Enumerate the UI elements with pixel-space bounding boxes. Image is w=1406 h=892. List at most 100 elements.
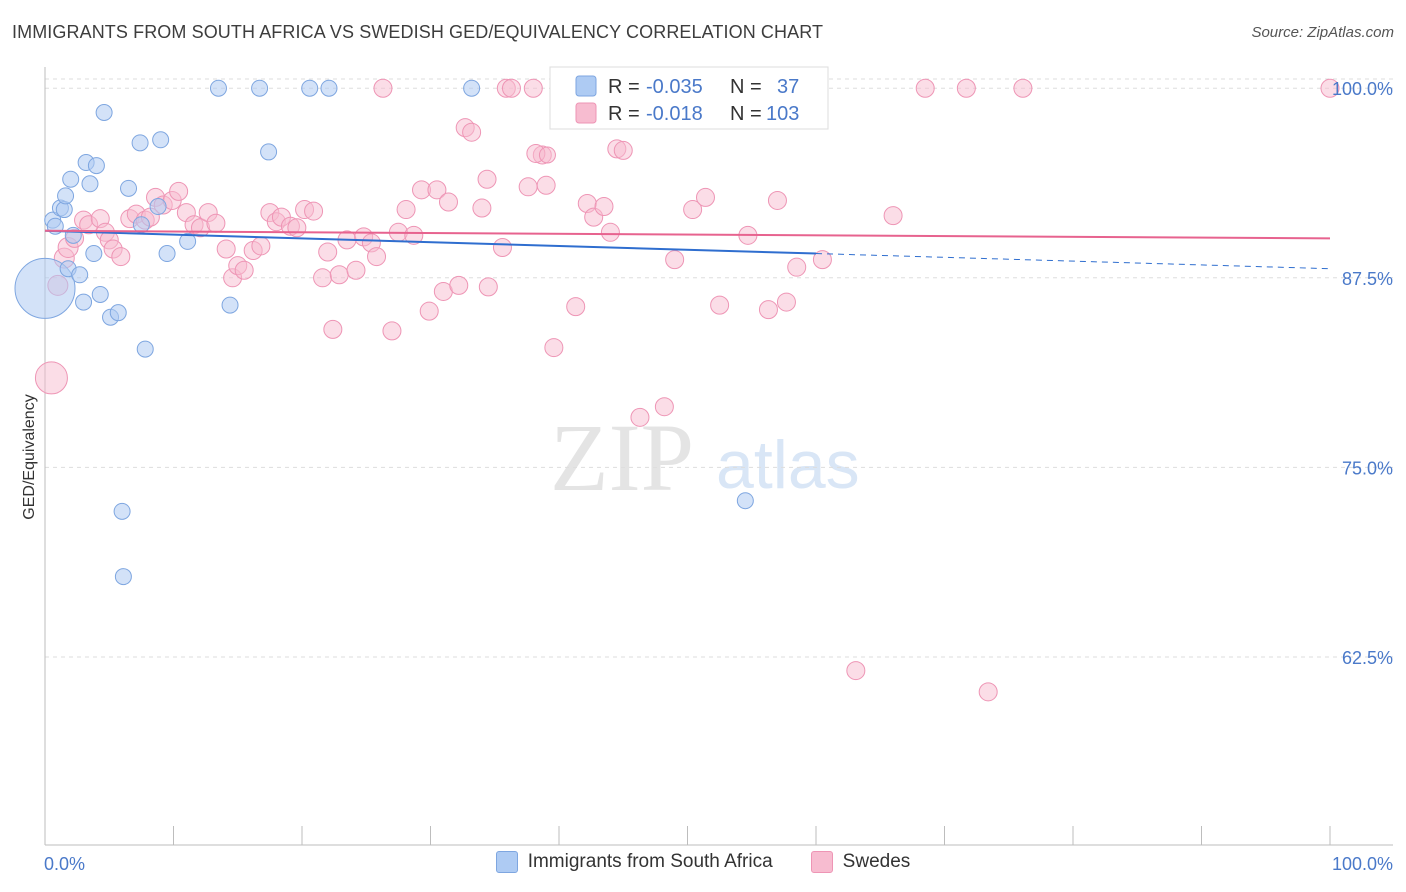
south-africa-point-33 bbox=[301, 79, 319, 97]
south-africa-point-26 bbox=[152, 131, 170, 149]
legend-swatch-swedes bbox=[575, 102, 597, 124]
swedes-point-43 bbox=[346, 260, 366, 280]
swedes-point-30 bbox=[251, 236, 271, 256]
source-label: Source: ZipAtlas.com bbox=[1251, 24, 1394, 41]
south-africa-point-36 bbox=[736, 492, 754, 510]
swedes-point-81 bbox=[630, 407, 650, 427]
south-africa-trend-extension bbox=[815, 253, 1331, 270]
swedes-point-100 bbox=[1013, 78, 1033, 98]
swedes-point-24 bbox=[206, 213, 226, 233]
legend-n-label-1: N = bbox=[730, 76, 762, 98]
south-africa-point-22 bbox=[131, 134, 149, 152]
swedes-point-79 bbox=[613, 140, 633, 160]
swedes-point-59 bbox=[462, 122, 482, 142]
south-africa-point-31 bbox=[251, 79, 269, 97]
swedes-point-51 bbox=[404, 225, 424, 245]
swedes-point-76 bbox=[594, 197, 614, 217]
swedes-point-101 bbox=[1320, 78, 1340, 98]
swedes-point-28 bbox=[234, 260, 254, 280]
south-africa-point-12 bbox=[81, 175, 99, 193]
south-africa-point-18 bbox=[109, 304, 127, 322]
legend-swatch-blue bbox=[495, 851, 518, 873]
south-africa-point-32 bbox=[260, 143, 278, 161]
south-africa-point-7 bbox=[62, 170, 80, 188]
swedes-point-99 bbox=[978, 682, 998, 702]
south-africa-point-20 bbox=[114, 568, 132, 586]
legend-r-value-1: -0.035 bbox=[646, 76, 703, 98]
grid-layer bbox=[45, 78, 1393, 658]
swedes-point-11 bbox=[111, 247, 131, 267]
legend-label-south-africa: Immigrants from South Africa bbox=[527, 851, 773, 872]
tick-labels: 100.0% 87.5% 75.0% 62.5% 0.0% 100.0% bbox=[44, 79, 1393, 874]
swedes-point-54 bbox=[427, 180, 447, 200]
swedes-point-57 bbox=[449, 275, 469, 295]
swedes-point-35 bbox=[287, 218, 307, 238]
south-africa-point-19 bbox=[113, 502, 131, 520]
legend-label-swedes: Swedes bbox=[842, 851, 911, 872]
south-africa-point-14 bbox=[87, 157, 105, 175]
south-africa-point-24 bbox=[136, 340, 154, 358]
south-africa-point-29 bbox=[209, 79, 227, 97]
south-africa-point-30 bbox=[221, 296, 239, 314]
swedes-point-25 bbox=[216, 239, 236, 259]
south-africa-point-5 bbox=[57, 187, 75, 205]
legend-swatch-south-africa bbox=[575, 75, 597, 97]
swedes-point-94 bbox=[812, 250, 832, 270]
legend-r-value-2: -0.018 bbox=[646, 103, 703, 125]
swedes-point-67 bbox=[523, 78, 543, 98]
swedes-point-46 bbox=[367, 247, 387, 267]
south-africa-point-16 bbox=[95, 103, 113, 121]
swedes-point-88 bbox=[710, 295, 730, 315]
y-tick-label-0: 100.0% bbox=[1332, 79, 1393, 99]
swedes-point-91 bbox=[767, 190, 787, 210]
y-tick-label-1: 87.5% bbox=[1342, 269, 1393, 289]
legend-n-value-2: 103 bbox=[766, 103, 799, 125]
chart-title: IMMIGRANTS FROM SOUTH AFRICA VS SWEDISH … bbox=[12, 22, 824, 42]
swedes-point-87 bbox=[695, 187, 715, 207]
swedes-point-0 bbox=[34, 361, 68, 395]
legend-item-south-africa: Immigrants from South Africa bbox=[495, 851, 773, 873]
legend-item-swedes: Swedes bbox=[810, 851, 911, 873]
swedes-point-86 bbox=[683, 200, 703, 220]
swedes-point-48 bbox=[382, 321, 402, 341]
south-africa-point-10 bbox=[75, 293, 93, 311]
swedes-point-97 bbox=[915, 78, 935, 98]
swedes-point-40 bbox=[323, 319, 343, 339]
legend-r-label-2: R = bbox=[608, 103, 640, 125]
axis-layer bbox=[44, 67, 1393, 846]
x-tick-label-0: 0.0% bbox=[44, 854, 85, 874]
swedes-point-95 bbox=[846, 661, 866, 681]
legend-n-label-2: N = bbox=[730, 103, 762, 125]
swedes-point-93 bbox=[787, 257, 807, 277]
swedes-point-60 bbox=[472, 198, 492, 218]
y-tick-label-2: 75.0% bbox=[1342, 458, 1393, 478]
swedes-point-50 bbox=[396, 200, 416, 220]
south-africa-point-23 bbox=[132, 216, 150, 234]
south-africa-point-13 bbox=[85, 245, 103, 263]
legend-n-value-1: 37 bbox=[777, 76, 799, 98]
trend-lines bbox=[44, 229, 1331, 270]
swedes-point-53 bbox=[419, 301, 439, 321]
swedes-point-62 bbox=[478, 277, 498, 297]
swedes-point-47 bbox=[373, 78, 393, 98]
swedes-point-77 bbox=[600, 222, 620, 242]
swedes-point-56 bbox=[438, 192, 458, 212]
swedes-point-72 bbox=[544, 338, 564, 358]
swedes-point-92 bbox=[776, 292, 796, 312]
south-africa-trend-line bbox=[44, 229, 817, 255]
watermark-atlas: atlas bbox=[716, 427, 860, 503]
south-africa-point-9 bbox=[71, 266, 89, 284]
swedes-points bbox=[34, 78, 1340, 702]
swedes-point-90 bbox=[758, 300, 778, 320]
y-axis-title: GED/Equivalency bbox=[21, 394, 38, 519]
swedes-point-84 bbox=[654, 397, 674, 417]
y-tick-label-3: 62.5% bbox=[1342, 648, 1393, 668]
south-africa-point-34 bbox=[320, 79, 338, 97]
swedes-point-73 bbox=[566, 297, 586, 317]
swedes-point-98 bbox=[956, 78, 976, 98]
south-africa-point-27 bbox=[158, 245, 176, 263]
swedes-point-65 bbox=[501, 78, 521, 98]
bottom-legend: Immigrants from South Africa Swedes bbox=[0, 851, 1406, 873]
stats-legend: R = -0.035 N = 37 R = -0.018 N = 103 bbox=[549, 66, 829, 130]
swedes-point-85 bbox=[665, 250, 685, 270]
